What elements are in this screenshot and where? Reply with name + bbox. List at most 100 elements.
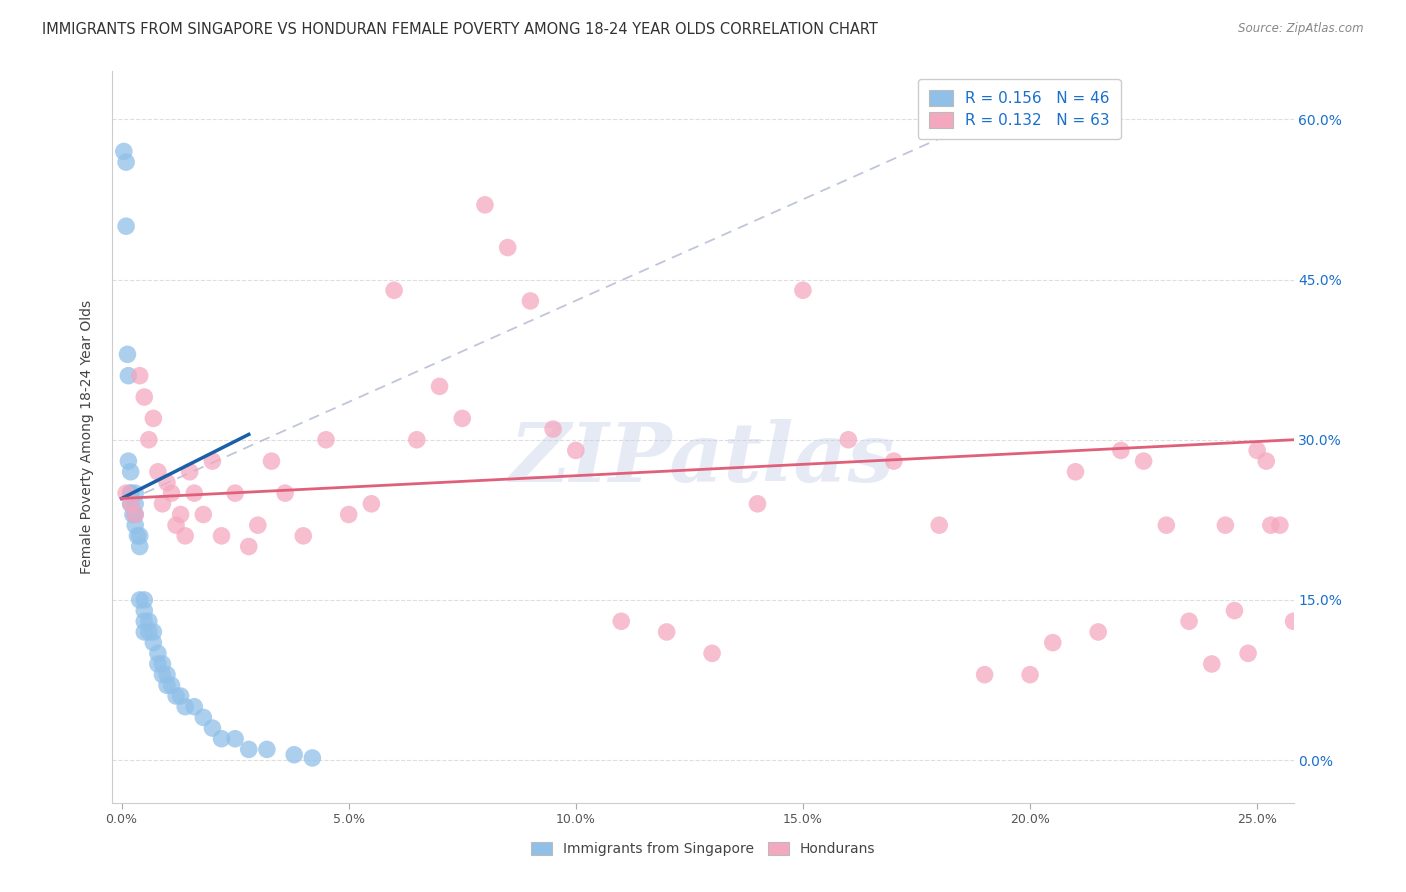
Point	[565, 443, 588, 458]
Point	[1132, 454, 1154, 468]
Point	[138, 614, 160, 628]
Point	[193, 710, 215, 724]
Point	[360, 497, 382, 511]
Point	[160, 486, 183, 500]
Point	[1282, 614, 1305, 628]
Point	[224, 486, 246, 500]
Point	[134, 593, 156, 607]
Point	[120, 486, 142, 500]
Point	[169, 689, 191, 703]
Point	[1109, 443, 1132, 458]
Point	[122, 508, 145, 522]
Point	[134, 614, 156, 628]
Point	[1064, 465, 1087, 479]
Point	[193, 508, 215, 522]
Point	[128, 540, 150, 554]
Point	[156, 678, 179, 692]
Point	[138, 433, 160, 447]
Point	[134, 624, 156, 639]
Point	[1256, 454, 1278, 468]
Point	[747, 497, 769, 511]
Point	[246, 518, 269, 533]
Point	[142, 635, 165, 649]
Point	[211, 731, 233, 746]
Point	[183, 699, 205, 714]
Point	[382, 283, 405, 297]
Point	[117, 454, 139, 468]
Point	[256, 742, 278, 756]
Point	[1201, 657, 1223, 671]
Point	[337, 508, 360, 522]
Point	[201, 454, 224, 468]
Point	[610, 614, 633, 628]
Point	[128, 529, 150, 543]
Point	[160, 678, 183, 692]
Point	[1260, 518, 1282, 533]
Point	[146, 465, 169, 479]
Point	[165, 689, 187, 703]
Point	[1019, 667, 1042, 681]
Point	[1237, 646, 1260, 660]
Point	[124, 497, 146, 511]
Point	[174, 529, 197, 543]
Point	[124, 508, 146, 522]
Point	[142, 624, 165, 639]
Point	[165, 518, 187, 533]
Point	[1223, 604, 1246, 618]
Point	[238, 742, 260, 756]
Point	[120, 465, 142, 479]
Point	[519, 293, 541, 308]
Point	[1042, 635, 1064, 649]
Point	[134, 604, 156, 618]
Point	[115, 486, 138, 500]
Point	[224, 731, 246, 746]
Point	[124, 486, 146, 500]
Point	[211, 529, 233, 543]
Point	[120, 497, 142, 511]
Point	[156, 475, 179, 490]
Point	[1268, 518, 1291, 533]
Text: ZIPatlas: ZIPatlas	[510, 419, 896, 499]
Legend: Immigrants from Singapore, Hondurans: Immigrants from Singapore, Hondurans	[526, 837, 880, 862]
Point	[117, 347, 139, 361]
Point	[1087, 624, 1109, 639]
Point	[451, 411, 474, 425]
Point	[127, 529, 149, 543]
Point	[1246, 443, 1268, 458]
Point	[112, 145, 135, 159]
Point	[146, 657, 169, 671]
Point	[1215, 518, 1237, 533]
Point	[1178, 614, 1201, 628]
Point	[156, 667, 179, 681]
Y-axis label: Female Poverty Among 18-24 Year Olds: Female Poverty Among 18-24 Year Olds	[80, 300, 94, 574]
Point	[301, 751, 323, 765]
Point	[138, 624, 160, 639]
Point	[117, 368, 139, 383]
Point	[169, 508, 191, 522]
Point	[174, 699, 197, 714]
Point	[142, 411, 165, 425]
Point	[883, 454, 905, 468]
Point	[274, 486, 297, 500]
Point	[973, 667, 995, 681]
Point	[120, 486, 142, 500]
Point	[1156, 518, 1178, 533]
Point	[128, 593, 150, 607]
Point	[315, 433, 337, 447]
Text: IMMIGRANTS FROM SINGAPORE VS HONDURAN FEMALE POVERTY AMONG 18-24 YEAR OLDS CORRE: IMMIGRANTS FROM SINGAPORE VS HONDURAN FE…	[42, 22, 879, 37]
Point	[152, 497, 174, 511]
Point	[124, 518, 146, 533]
Point	[292, 529, 315, 543]
Point	[474, 198, 496, 212]
Point	[283, 747, 305, 762]
Point	[134, 390, 156, 404]
Point	[260, 454, 283, 468]
Point	[541, 422, 564, 436]
Point	[700, 646, 723, 660]
Point	[152, 667, 174, 681]
Point	[792, 283, 814, 297]
Point	[146, 646, 169, 660]
Point	[120, 497, 142, 511]
Point	[124, 508, 146, 522]
Point	[928, 518, 950, 533]
